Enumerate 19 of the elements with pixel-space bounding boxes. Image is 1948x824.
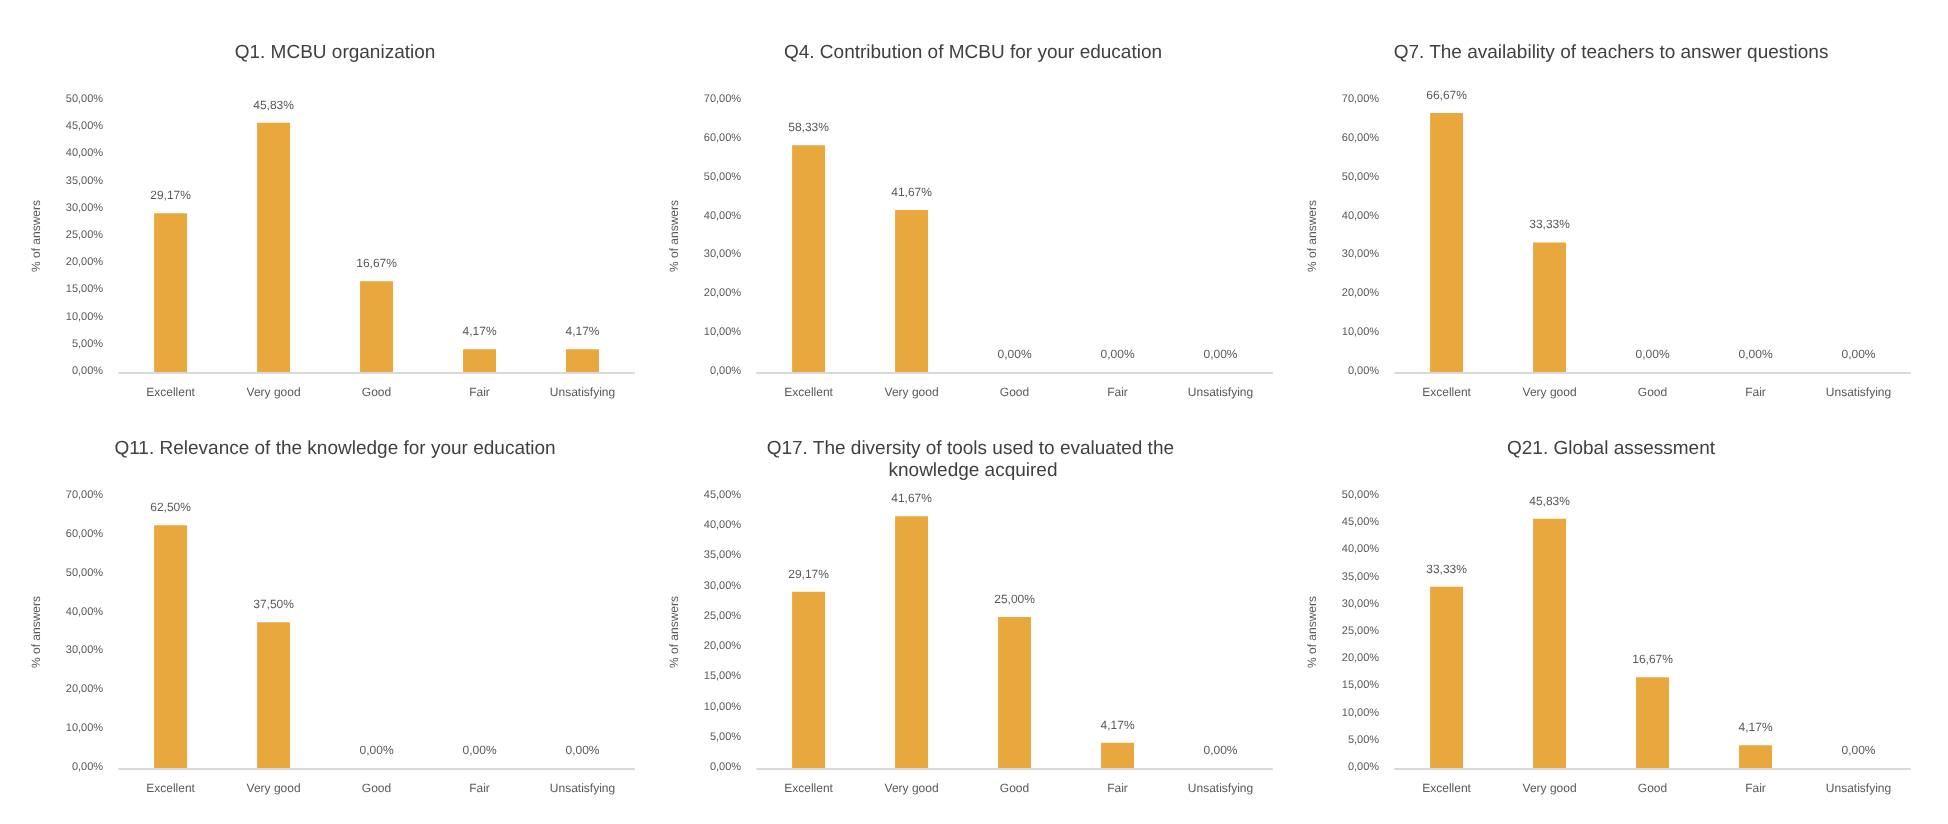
chart-title: Q21. Global assessment [1506, 438, 1716, 460]
bar [792, 591, 826, 768]
bar [895, 516, 929, 768]
bar [1739, 745, 1773, 768]
bar [998, 616, 1032, 768]
bar [463, 349, 497, 372]
bar [1533, 518, 1567, 768]
bar [1101, 742, 1135, 768]
bar [1636, 677, 1670, 768]
bar [257, 122, 291, 372]
bar [154, 213, 188, 372]
chart-title: Q1. MCBU organization [234, 42, 436, 64]
bar [566, 349, 599, 372]
chart-title: Q7. The availability of teachers to answer questions [1393, 42, 1829, 64]
bar [360, 281, 394, 372]
chart-title: Q4. Contribution of MCBU for your education [783, 42, 1163, 64]
bar [1430, 586, 1464, 768]
chart-title: Q11. Relevance of the knowledge for your education [114, 438, 556, 460]
chart-title: Q17. The diversity of tools used to evaluated the knowledge acquired [766, 438, 1180, 482]
